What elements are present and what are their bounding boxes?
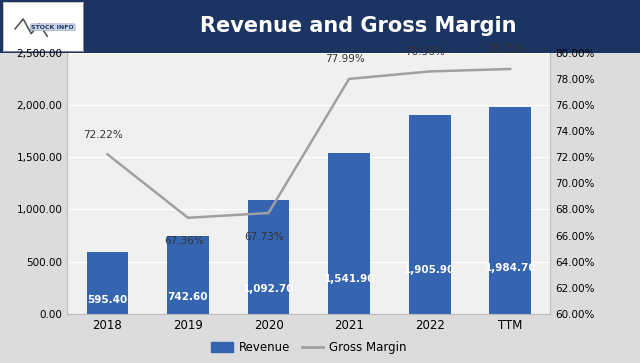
Text: 1,905.90: 1,905.90 — [404, 265, 455, 275]
Bar — [409, 115, 451, 314]
Text: 78.56%: 78.56% — [406, 47, 445, 57]
Text: 72.22%: 72.22% — [83, 130, 123, 140]
Text: 78.75%: 78.75% — [486, 44, 525, 54]
Text: 67.73%: 67.73% — [244, 232, 284, 241]
Bar — [328, 153, 370, 314]
Text: 77.99%: 77.99% — [325, 54, 365, 64]
Text: 1,984.70: 1,984.70 — [484, 263, 536, 273]
Text: 67.36%: 67.36% — [164, 236, 204, 246]
Bar — [86, 252, 129, 314]
Bar — [489, 106, 531, 314]
Bar — [248, 200, 289, 314]
Text: 1,541.90: 1,541.90 — [323, 274, 375, 284]
Text: STOCK INFO: STOCK INFO — [31, 25, 74, 30]
Legend: Revenue, Gross Margin: Revenue, Gross Margin — [207, 337, 411, 359]
Text: 595.40: 595.40 — [87, 295, 127, 305]
Text: 742.60: 742.60 — [168, 292, 208, 302]
Text: Revenue and Gross Margin: Revenue and Gross Margin — [200, 16, 516, 36]
Bar — [167, 236, 209, 314]
Text: 1,092.70: 1,092.70 — [243, 284, 294, 294]
